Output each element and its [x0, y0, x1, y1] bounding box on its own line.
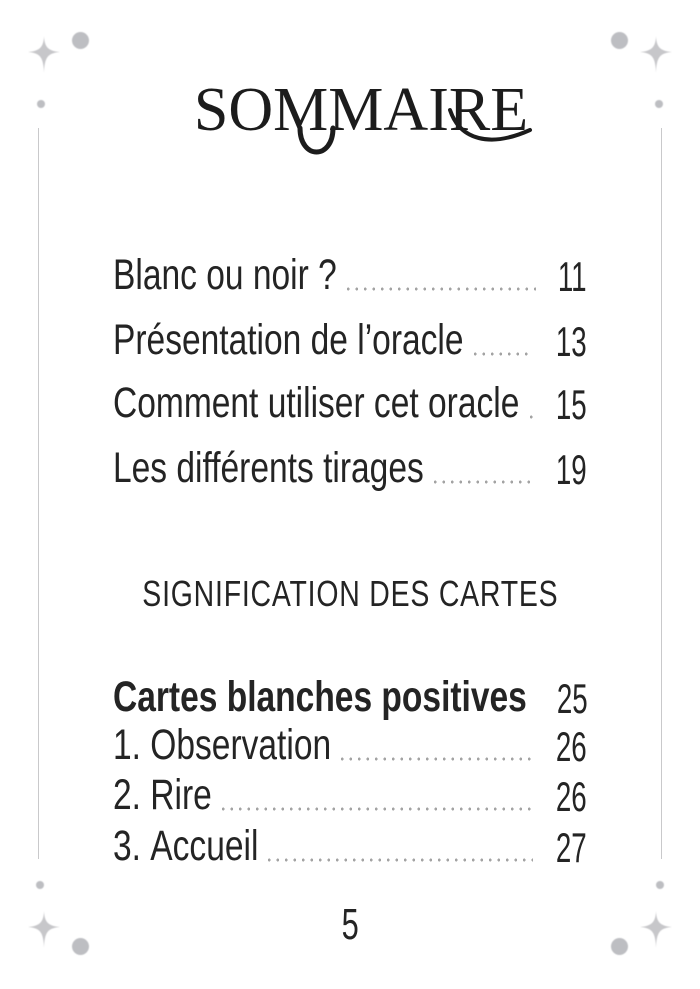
svg-text:SOMMAIRE: SOMMAIRE — [194, 76, 528, 144]
